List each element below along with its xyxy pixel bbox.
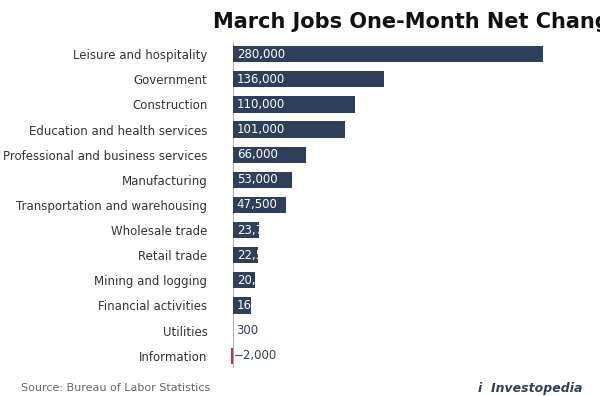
Text: 47,500: 47,500 [237, 198, 278, 211]
Text: 16,000: 16,000 [237, 299, 278, 312]
Bar [233, 247, 258, 263]
Text: 101,000: 101,000 [237, 123, 285, 136]
Text: 136,000: 136,000 [237, 73, 285, 86]
Bar [233, 71, 383, 88]
Text: 300: 300 [236, 324, 258, 337]
Bar [233, 222, 259, 238]
Text: 53,000: 53,000 [237, 173, 277, 186]
Text: −2,000: −2,000 [233, 349, 277, 362]
Bar [233, 96, 355, 112]
Text: 23,700: 23,700 [237, 224, 278, 236]
Text: 66,000: 66,000 [237, 148, 278, 161]
Bar [233, 46, 543, 62]
Text: Source: Bureau of Labor Statistics: Source: Bureau of Labor Statistics [21, 383, 210, 393]
Bar [233, 297, 251, 314]
Bar [233, 171, 292, 188]
Bar [233, 121, 345, 138]
Bar [233, 147, 306, 163]
Bar [233, 272, 255, 289]
Text: 110,000: 110,000 [237, 98, 285, 111]
Text: 20,000: 20,000 [237, 274, 278, 287]
Bar [233, 197, 286, 213]
Bar [231, 348, 233, 364]
Text: 22,500: 22,500 [237, 249, 278, 262]
Text: i  Investopedia: i Investopedia [478, 382, 582, 395]
Text: 280,000: 280,000 [237, 48, 285, 61]
Text: March Jobs One-Month Net Change: March Jobs One-Month Net Change [213, 12, 600, 32]
